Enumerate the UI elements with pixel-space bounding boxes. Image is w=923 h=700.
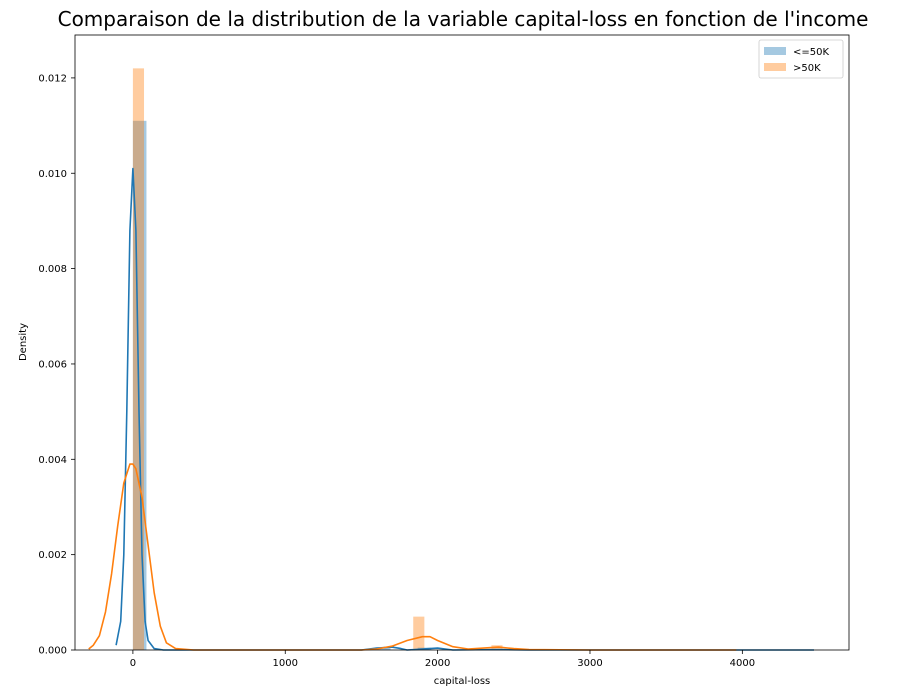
y-tick-label: 0.008 bbox=[38, 264, 67, 275]
y-tick-label: 0.004 bbox=[38, 455, 67, 466]
x-tick-label: 0 bbox=[130, 658, 136, 669]
y-axis-label: Density bbox=[18, 323, 29, 361]
y-tick-label: 0.012 bbox=[38, 73, 67, 84]
kde-line-50k bbox=[88, 463, 737, 651]
legend-swatch-50k bbox=[764, 47, 786, 55]
plot-frame bbox=[74, 34, 850, 651]
legend-label-50k: <=50K bbox=[793, 47, 829, 58]
hist-bar-50k-1 bbox=[376, 648, 391, 650]
kde-line-50k bbox=[115, 167, 814, 651]
y-tick-label: 0.002 bbox=[38, 550, 67, 561]
legend-box bbox=[758, 39, 844, 79]
x-tick-label: 3000 bbox=[577, 658, 602, 669]
chart-title: Comparaison de la distribution de la var… bbox=[58, 7, 869, 31]
plot-area bbox=[88, 68, 814, 651]
axes: 0 1000 2000 3000 4000 0.000 0.002 0.004 0.006 0.0… bbox=[38, 34, 850, 669]
legend: <=50K >50K bbox=[758, 39, 844, 79]
hist-bar-50k-1 bbox=[413, 616, 425, 650]
legend-swatch-50k bbox=[764, 63, 786, 71]
y-tick-label: 0.000 bbox=[38, 646, 67, 657]
x-tick-label: 4000 bbox=[730, 658, 755, 669]
x-tick-label: 1000 bbox=[273, 658, 298, 669]
legend-label-50k: >50K bbox=[793, 63, 821, 74]
x-tick-label: 2000 bbox=[425, 658, 450, 669]
x-axis-label: capital-loss bbox=[434, 676, 491, 687]
y-tick-label: 0.006 bbox=[38, 359, 67, 370]
y-tick-label: 0.010 bbox=[38, 169, 67, 180]
